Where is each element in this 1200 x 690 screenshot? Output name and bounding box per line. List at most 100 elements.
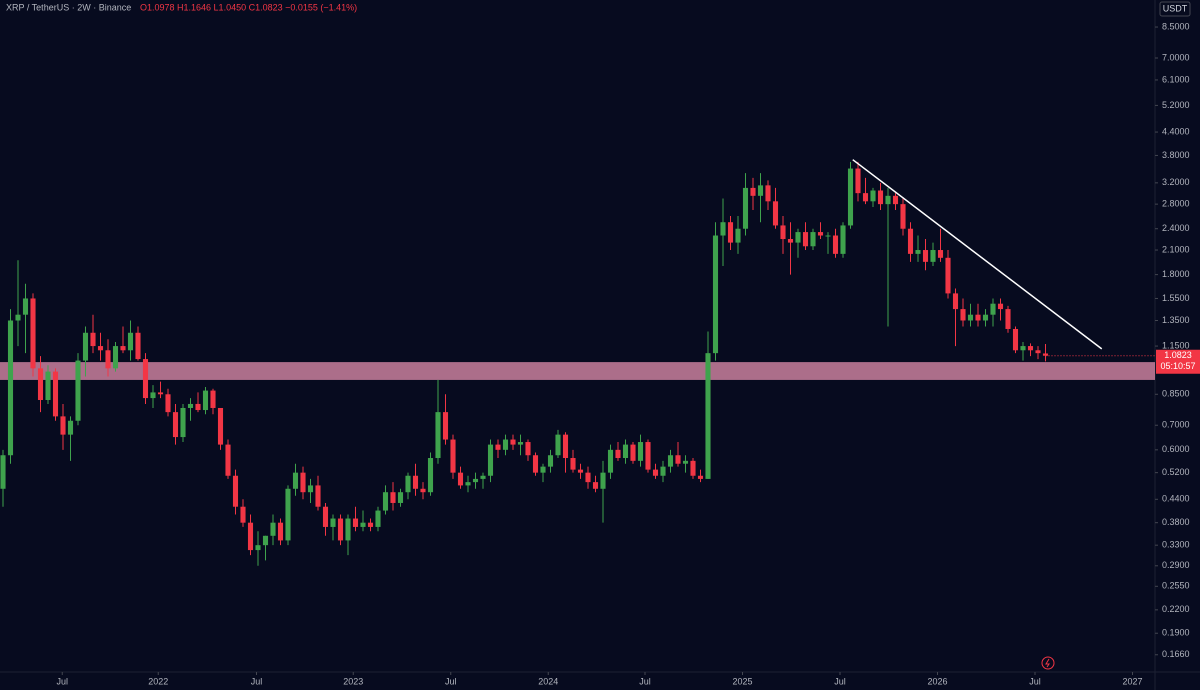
candle-body bbox=[270, 522, 276, 536]
candle-body bbox=[75, 360, 81, 421]
candle-body bbox=[1042, 353, 1049, 356]
candle-body bbox=[262, 535, 269, 546]
trendline bbox=[852, 159, 1103, 350]
candle-body bbox=[337, 518, 344, 541]
y-tick-label: 0.1660 bbox=[1162, 649, 1190, 659]
candle-body bbox=[472, 478, 479, 483]
candle-body bbox=[562, 434, 569, 459]
candle-body bbox=[435, 412, 441, 459]
candle-body bbox=[600, 472, 606, 489]
candle-body bbox=[202, 390, 209, 411]
candle-body bbox=[802, 232, 809, 247]
candle-body bbox=[150, 392, 156, 399]
candle-body bbox=[292, 472, 299, 489]
candle-body bbox=[397, 492, 404, 503]
candle-body bbox=[1020, 346, 1026, 351]
candle-body bbox=[697, 475, 704, 479]
x-tick-label: Jul bbox=[445, 676, 457, 686]
candle-body bbox=[862, 193, 869, 202]
candle-body bbox=[577, 469, 584, 473]
event-icon[interactable] bbox=[1041, 656, 1055, 670]
candle-body bbox=[480, 475, 486, 479]
y-tick-label: 0.8500 bbox=[1162, 389, 1190, 399]
candle-body bbox=[870, 190, 876, 202]
currency-box[interactable] bbox=[1159, 1, 1191, 17]
y-tick-label: 0.3800 bbox=[1162, 517, 1190, 527]
candle-body bbox=[487, 444, 494, 476]
candle-body bbox=[60, 416, 66, 435]
y-tick-label: 0.2900 bbox=[1162, 560, 1190, 570]
y-tick-label: 1.8000 bbox=[1162, 269, 1190, 279]
candle-body bbox=[322, 506, 329, 527]
y-tick-label: 2.4000 bbox=[1162, 223, 1190, 233]
y-tick-label: 3.8000 bbox=[1162, 150, 1190, 160]
candle-body bbox=[345, 518, 351, 541]
y-tick-label: 0.3300 bbox=[1162, 540, 1190, 550]
symbol-title: XRP / TetherUS · 2W · Binance bbox=[6, 2, 131, 12]
candle-body bbox=[840, 225, 846, 254]
candle-body bbox=[97, 346, 104, 351]
candle-body bbox=[255, 545, 261, 551]
candle-body bbox=[570, 458, 576, 470]
candle-body bbox=[772, 201, 779, 226]
candle-body bbox=[30, 298, 36, 369]
candle-body bbox=[360, 522, 366, 527]
candle-body bbox=[157, 392, 164, 395]
candle-body bbox=[15, 314, 21, 321]
y-tick-label: 0.1900 bbox=[1162, 628, 1190, 638]
candle-body bbox=[450, 439, 456, 473]
candle-body bbox=[720, 222, 726, 236]
candle-body bbox=[142, 359, 149, 399]
x-tick-label: 2025 bbox=[732, 676, 752, 686]
y-tick-label: 2.1000 bbox=[1162, 244, 1190, 254]
candle-body bbox=[105, 350, 111, 369]
candle-body bbox=[352, 518, 359, 527]
candle-body bbox=[277, 522, 284, 541]
y-tick-label: 4.4000 bbox=[1162, 126, 1190, 136]
x-tick-label: 2027 bbox=[1122, 676, 1142, 686]
candle-body bbox=[825, 235, 831, 237]
event-icon-bolt bbox=[1045, 658, 1050, 668]
candle-body bbox=[990, 303, 996, 315]
last-price-label: 1.0823 bbox=[1164, 350, 1192, 360]
currency[interactable]: USDT bbox=[1163, 3, 1188, 13]
candle-body bbox=[1005, 309, 1011, 329]
candle-body bbox=[225, 444, 231, 476]
y-tick-label: 0.7000 bbox=[1162, 420, 1190, 430]
candle-body bbox=[7, 320, 14, 456]
candle-body bbox=[45, 371, 51, 401]
candle-body bbox=[180, 407, 186, 438]
y-tick-label: 7.0000 bbox=[1162, 52, 1190, 62]
candle-body bbox=[330, 518, 336, 527]
candle-body bbox=[645, 442, 651, 470]
candle-body bbox=[630, 444, 636, 461]
candle-body bbox=[652, 469, 659, 476]
y-tick-label: 5.2000 bbox=[1162, 100, 1190, 110]
x-tick-label: Jul bbox=[834, 676, 846, 686]
last-price-tag bbox=[1156, 349, 1200, 374]
candle-body bbox=[712, 235, 719, 354]
candle-body bbox=[690, 460, 696, 476]
x-tick-label: Jul bbox=[56, 676, 68, 686]
candle-body bbox=[915, 250, 921, 254]
y-tick-label: 0.5200 bbox=[1162, 467, 1190, 477]
candle-body bbox=[120, 346, 126, 351]
x-tick-label: 2022 bbox=[148, 676, 168, 686]
candle-body bbox=[375, 510, 381, 527]
candle-body bbox=[247, 522, 254, 551]
candle-body bbox=[465, 482, 471, 486]
candle-body bbox=[0, 455, 6, 489]
y-tick-label: 1.3500 bbox=[1162, 315, 1190, 325]
candle-body bbox=[727, 222, 734, 243]
candle-body bbox=[315, 485, 321, 507]
candle-body bbox=[285, 488, 291, 541]
ohlc-info: O1.0978 H1.1646 L1.0450 C1.0823 −0.0155 … bbox=[140, 2, 357, 12]
y-tick-label: 0.6000 bbox=[1162, 444, 1190, 454]
candle-body bbox=[1027, 346, 1034, 351]
candle-body bbox=[135, 332, 141, 360]
candle-body bbox=[780, 225, 786, 240]
candle-body bbox=[592, 482, 599, 489]
candle-body bbox=[847, 168, 854, 226]
